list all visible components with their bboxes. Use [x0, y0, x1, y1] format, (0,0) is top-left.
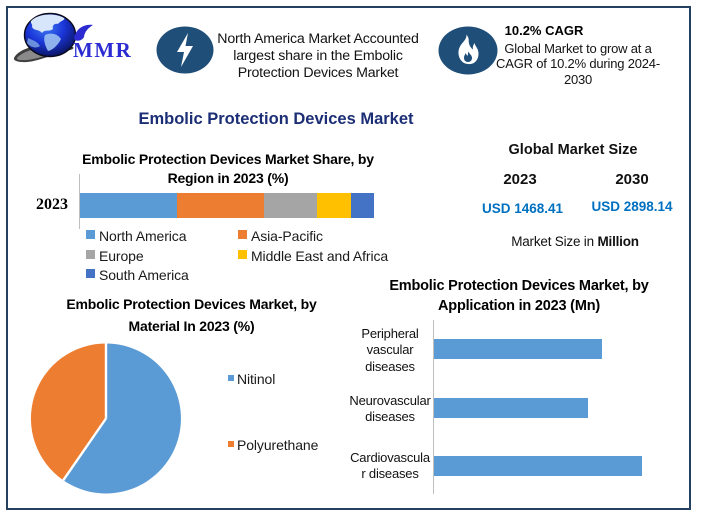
svg-text:MMR: MMR	[73, 38, 132, 62]
